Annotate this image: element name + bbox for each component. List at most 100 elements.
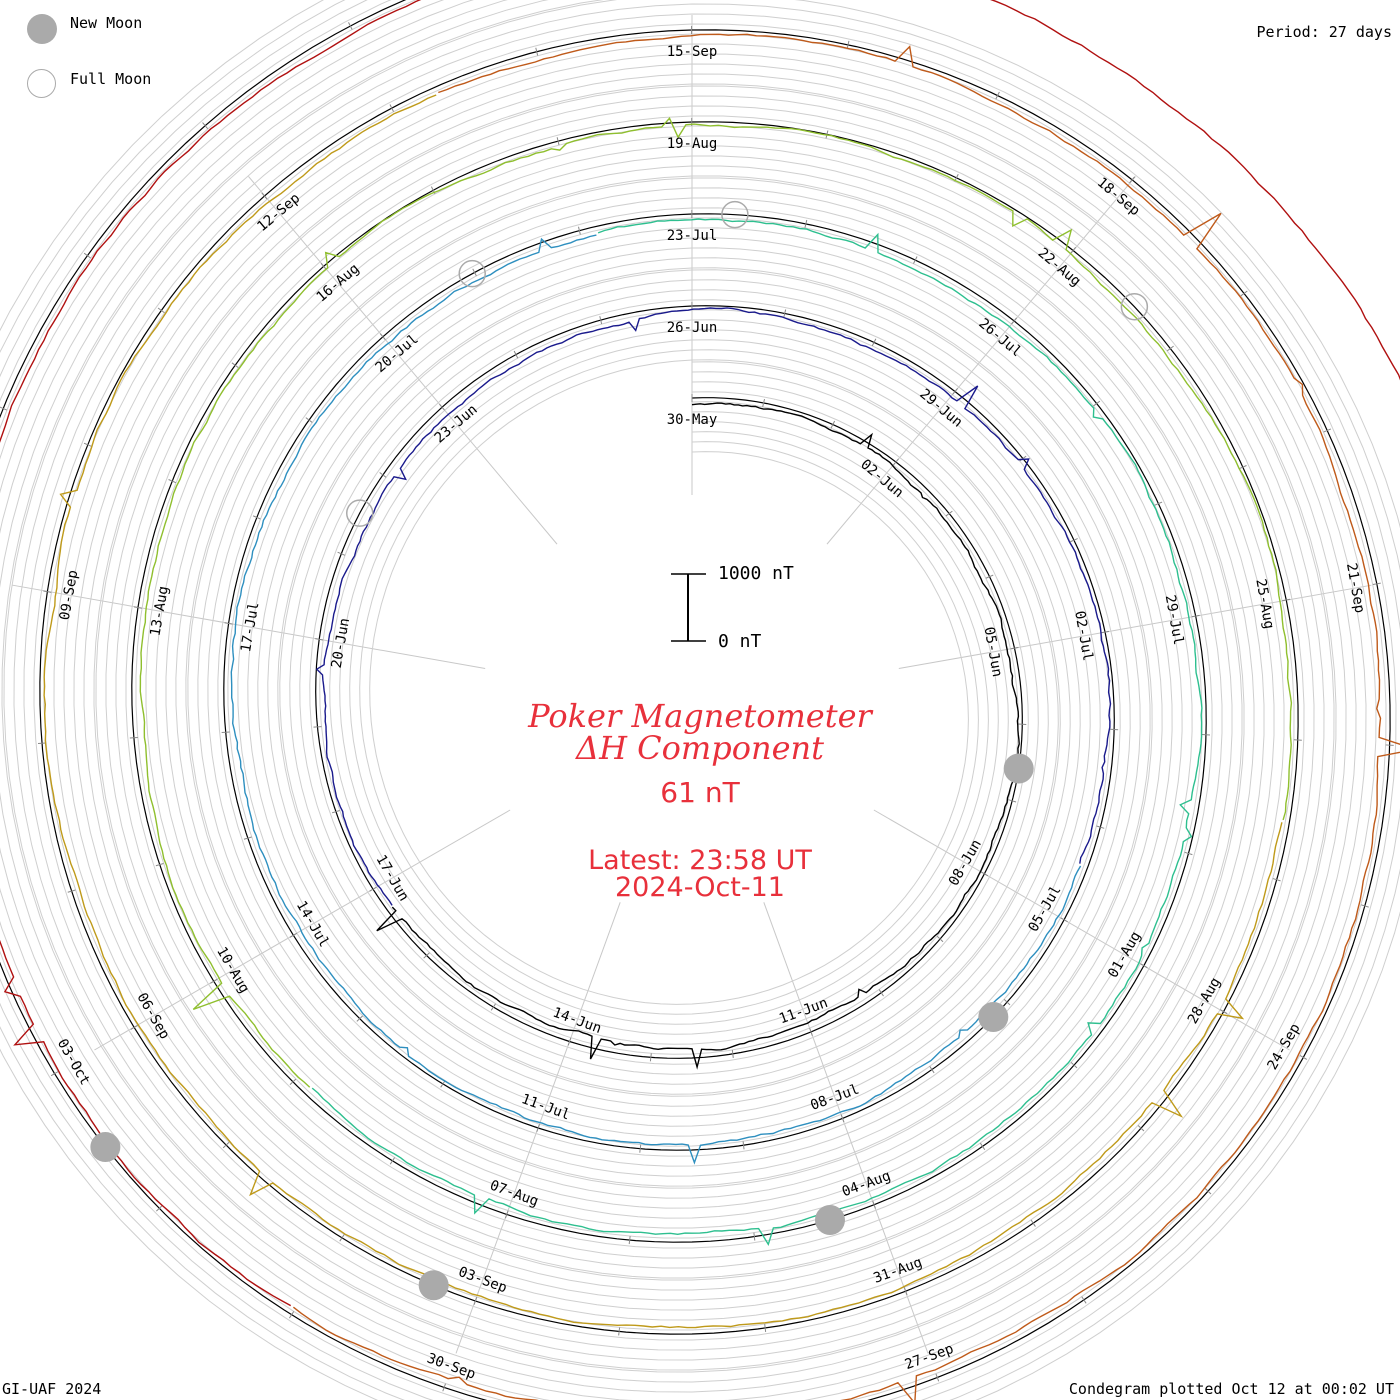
tick <box>742 1141 745 1150</box>
tick <box>513 350 519 359</box>
trace-segment <box>0 0 1400 1307</box>
tick <box>379 333 386 341</box>
tick <box>536 1124 540 1132</box>
full-moon-label: Full Moon <box>70 70 152 88</box>
tick <box>936 935 944 943</box>
chart-title: Poker Magnetometer <box>528 697 872 735</box>
tick <box>130 1025 138 1030</box>
tick <box>1096 825 1105 829</box>
tick <box>556 137 560 146</box>
tick <box>210 978 218 984</box>
current-value: 61 nT <box>660 776 740 809</box>
tick <box>830 420 836 429</box>
trace-segment <box>376 402 1020 1070</box>
tick <box>389 104 394 112</box>
chart-subtitle: ΔH Component <box>575 729 825 767</box>
tick <box>50 1071 59 1077</box>
tick <box>442 1383 446 1392</box>
date-label: 10-Aug <box>213 944 252 996</box>
tick <box>1081 1296 1087 1304</box>
new-moon-marker <box>90 1132 121 1163</box>
tick <box>379 472 387 478</box>
footer-credit: GI-UAF 2024 <box>2 1380 102 1398</box>
tick <box>980 871 989 877</box>
tick <box>871 338 877 347</box>
date-label: 03-Sep <box>456 1264 509 1296</box>
spoke <box>248 176 558 545</box>
trace-segment <box>139 117 1293 1088</box>
tick <box>764 1323 767 1333</box>
tick <box>783 309 787 318</box>
tick <box>731 1049 734 1058</box>
tick <box>83 442 92 447</box>
scale-bar <box>671 573 706 642</box>
tick <box>1166 345 1174 352</box>
grid-spiral <box>0 0 1357 1393</box>
tick <box>1219 1009 1228 1014</box>
new-moon-label: New Moon <box>70 14 143 32</box>
tick <box>1191 614 1200 618</box>
tick <box>252 515 261 520</box>
tick <box>356 1015 363 1022</box>
new-moon-marker <box>814 1204 845 1235</box>
date-label: 20-Jul <box>373 331 422 376</box>
tick <box>913 256 918 264</box>
spoke <box>898 584 1372 670</box>
tick <box>389 1157 396 1165</box>
tick <box>1184 851 1193 856</box>
tick <box>1011 317 1018 325</box>
date-label: 09-Sep <box>57 569 82 622</box>
tick <box>1272 878 1281 882</box>
tick <box>628 1236 631 1245</box>
tick <box>0 406 8 411</box>
tick <box>1030 1219 1036 1227</box>
tick <box>289 932 298 938</box>
new-moon-marker <box>1003 753 1034 784</box>
tick <box>804 219 808 228</box>
full-moon-marker <box>458 259 486 288</box>
tick <box>305 417 313 423</box>
tick <box>156 1205 163 1212</box>
tick <box>985 574 994 579</box>
tick <box>331 810 340 814</box>
tick <box>1323 428 1332 433</box>
tick <box>995 91 1000 100</box>
moon-markers <box>90 200 1149 1301</box>
tick <box>1070 1062 1078 1069</box>
tick <box>1282 598 1291 602</box>
trace-segment <box>315 307 1112 906</box>
new-moon-marker <box>418 1270 449 1301</box>
tick <box>1003 999 1011 1006</box>
tick <box>1299 1054 1308 1060</box>
tick <box>649 1053 652 1062</box>
tick <box>945 510 953 517</box>
tick <box>168 479 177 484</box>
tick <box>490 1003 496 1011</box>
tick <box>599 316 603 325</box>
date-label: 07-Aug <box>488 1178 541 1210</box>
new-moon-icon <box>27 14 57 44</box>
tick <box>1154 501 1163 506</box>
tick <box>1101 630 1110 634</box>
trace-segment <box>292 33 1400 1400</box>
tick <box>339 1234 345 1242</box>
tick <box>369 886 377 892</box>
tick <box>903 1287 908 1296</box>
tick <box>1060 917 1068 923</box>
tick <box>577 226 581 235</box>
tick <box>231 362 239 368</box>
tick <box>337 551 346 556</box>
tick <box>846 40 850 49</box>
tick <box>320 263 327 270</box>
date-label: 13-Aug <box>147 585 172 638</box>
tick <box>1137 1125 1145 1132</box>
tick <box>1008 799 1017 803</box>
tick <box>83 252 91 259</box>
